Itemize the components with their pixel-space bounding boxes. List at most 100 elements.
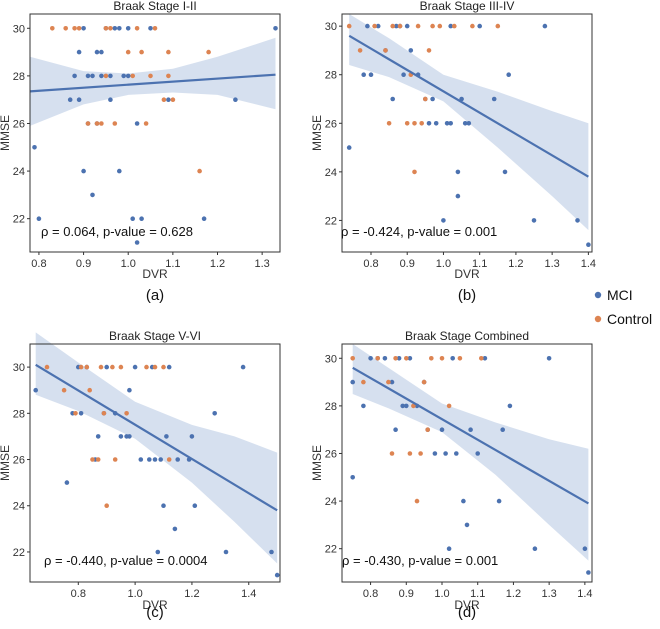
- point-control: [166, 49, 171, 55]
- x-tick-label: 1.1: [165, 258, 180, 270]
- y-axis-label: MMSE: [310, 445, 324, 481]
- point-mci: [507, 403, 513, 409]
- plot-frame: [29, 13, 281, 253]
- plot-frame: [29, 343, 281, 583]
- x-tick-label: 1.3: [541, 588, 556, 600]
- panel-braak-i-ii: 0.8 0.9 1.0 1.1 1.2 1.3 22 24 26 28 30 Braak Stage …: [0, 0, 281, 304]
- point-mci: [33, 387, 38, 393]
- point-control: [125, 49, 131, 55]
- y-tick-label: 28: [13, 71, 25, 83]
- panel-braak-combined: 0.8 0.9 1.0 1.1 1.2 1.3 1.4 22 24 26 28 30 Braak Sta…: [310, 329, 593, 621]
- point-mci: [531, 218, 537, 223]
- point-control: [430, 23, 435, 29]
- regression-line: [348, 34, 589, 178]
- point-mci: [139, 216, 144, 221]
- point-mci: [273, 26, 278, 31]
- point-mci: [482, 356, 488, 361]
- point-mci: [404, 403, 409, 409]
- point-mci: [212, 411, 217, 416]
- point-mci: [389, 379, 395, 385]
- point-mci: [189, 434, 195, 439]
- point-control: [361, 379, 366, 385]
- point-mci: [433, 121, 439, 126]
- point-mci: [586, 242, 591, 247]
- correlation-annotation: ρ = 0.064, p-value = 0.628: [41, 224, 193, 239]
- point-control: [414, 498, 420, 504]
- correlation-annotation: ρ = -0.430, p-value = 0.001: [342, 553, 498, 568]
- point-mci: [368, 356, 373, 361]
- point-mci: [147, 457, 152, 462]
- point-mci: [455, 169, 461, 175]
- y-tick-label: 24: [325, 167, 337, 179]
- point-control: [166, 457, 172, 462]
- point-mci: [121, 73, 126, 79]
- point-control: [87, 387, 92, 393]
- regression-line: [35, 363, 278, 512]
- chart-title: Braak Stage Combined: [405, 329, 529, 343]
- correlation-annotation: ρ = -0.440, p-value = 0.0004: [44, 553, 208, 568]
- x-tick-label: 1.3: [544, 258, 559, 270]
- point-mci: [134, 121, 140, 126]
- y-tick-label: 24: [13, 501, 25, 513]
- y-axis-label: MMSE: [310, 115, 324, 151]
- point-control: [161, 364, 166, 370]
- point-control: [389, 451, 395, 456]
- point-control: [170, 97, 176, 102]
- point-control: [44, 364, 50, 370]
- point-control: [386, 121, 392, 126]
- panel-caption: (b): [458, 287, 476, 304]
- point-mci: [104, 364, 109, 370]
- point-mci: [500, 427, 506, 433]
- point-mci: [127, 387, 132, 393]
- point-control: [206, 49, 211, 55]
- point-mci: [506, 72, 512, 77]
- point-control: [84, 364, 90, 370]
- point-mci: [148, 26, 153, 31]
- point-mci: [95, 434, 101, 439]
- point-control: [63, 26, 68, 31]
- point-mci: [134, 240, 140, 245]
- point-control: [104, 503, 109, 509]
- point-mci: [350, 379, 356, 385]
- point-mci: [582, 546, 588, 551]
- point-mci: [127, 434, 132, 439]
- x-tick-label: 1.4: [577, 588, 592, 600]
- point-mci: [32, 145, 37, 150]
- point-mci: [448, 121, 454, 126]
- y-tick-label: 26: [13, 118, 25, 130]
- point-mci: [390, 96, 396, 102]
- x-tick-label: 0.8: [363, 258, 378, 270]
- point-control: [73, 411, 78, 416]
- x-tick-label: 0.8: [31, 258, 46, 270]
- point-mci: [575, 218, 580, 223]
- y-tick-label: 30: [325, 21, 337, 33]
- point-mci: [78, 411, 84, 416]
- point-control: [404, 356, 409, 361]
- point-mci: [201, 216, 207, 221]
- point-control: [90, 457, 95, 462]
- point-control: [470, 23, 475, 29]
- point-mci: [90, 73, 95, 79]
- chart-title: Braak Stage V-VI: [109, 329, 201, 343]
- point-control: [110, 364, 115, 370]
- point-control: [50, 26, 55, 31]
- point-control: [139, 49, 144, 55]
- x-tick-label: 1.1: [470, 588, 485, 600]
- point-mci: [164, 434, 169, 439]
- point-control: [152, 26, 158, 31]
- point-mci: [444, 121, 450, 126]
- point-mci: [400, 403, 406, 409]
- x-tick-label: 1.0: [436, 258, 451, 270]
- point-mci: [477, 23, 483, 29]
- point-mci: [76, 49, 82, 55]
- point-mci: [64, 480, 70, 485]
- y-tick-label: 26: [325, 448, 337, 460]
- point-control: [429, 356, 434, 361]
- point-mci: [446, 546, 452, 551]
- point-control: [418, 451, 423, 456]
- point-control: [99, 121, 104, 126]
- point-control: [76, 26, 82, 31]
- x-tick-label: 1.4: [241, 588, 256, 600]
- x-axis-label: DVR: [142, 598, 168, 612]
